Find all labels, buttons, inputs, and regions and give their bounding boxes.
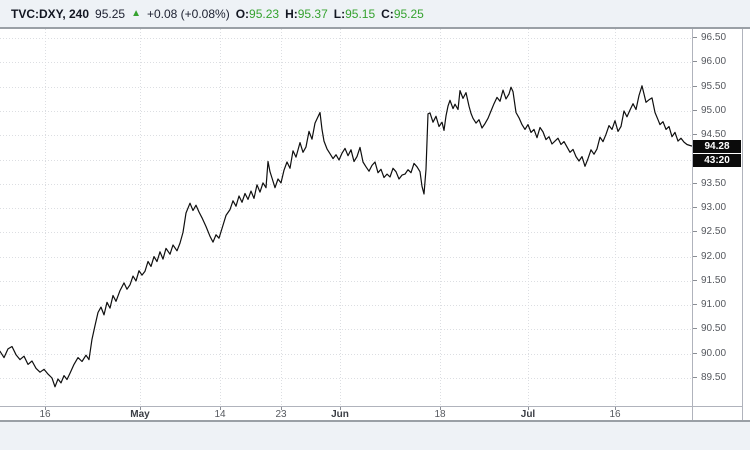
time-tick-mark bbox=[281, 406, 282, 410]
price-axis-label-text: 96.00 bbox=[701, 56, 727, 67]
low-value: 95.15 bbox=[345, 6, 376, 21]
close-label: C: bbox=[381, 6, 394, 21]
time-axis-label: 23 bbox=[275, 409, 287, 420]
price-tick-mark bbox=[693, 207, 697, 208]
low-label: L: bbox=[333, 6, 346, 21]
price-axis-label-text: 93.50 bbox=[701, 178, 727, 189]
price-series-line bbox=[0, 85, 693, 388]
price-tick-mark bbox=[693, 256, 697, 257]
time-tick-mark bbox=[615, 406, 616, 410]
price-tick-mark bbox=[693, 110, 697, 111]
price-line-chart[interactable] bbox=[0, 29, 693, 406]
price-change: +0.08 (+0.08%) bbox=[146, 6, 230, 21]
price-tick-mark bbox=[693, 231, 697, 232]
price-axis-label-text: 91.50 bbox=[701, 275, 727, 286]
price-axis-label-text: 93.00 bbox=[701, 202, 727, 213]
footer-band bbox=[0, 422, 750, 450]
time-axis-label: Jun bbox=[331, 409, 349, 420]
price-axis-label-text: 94.50 bbox=[701, 129, 727, 140]
time-tick-mark bbox=[440, 406, 441, 410]
time-tick-mark bbox=[140, 406, 141, 410]
time-axis-label: May bbox=[130, 409, 150, 420]
bar-countdown-badge: 43:20 bbox=[693, 154, 741, 167]
time-tick-mark bbox=[340, 406, 341, 410]
open-label: O: bbox=[235, 6, 250, 21]
footer-separator-line bbox=[0, 420, 750, 422]
price-axis[interactable]: 94.28 43:20 96.50 96.00 95.50 95.00 94.50 93.… bbox=[693, 29, 742, 406]
price-axis-label-text: 91.00 bbox=[701, 299, 727, 310]
price-axis-label-text: 90.00 bbox=[701, 348, 727, 359]
price-tick-mark bbox=[693, 183, 697, 184]
price-tick-mark bbox=[693, 37, 697, 38]
last-price: 95.25 bbox=[95, 6, 126, 21]
price-up-triangle-icon: ▲ bbox=[131, 7, 141, 19]
price-axis-label-text: 96.50 bbox=[701, 32, 727, 43]
time-axis-label: 18 bbox=[434, 409, 446, 420]
plot-bottom-border bbox=[0, 406, 743, 407]
symbol-and-interval: TVC:DXY, 240 bbox=[11, 6, 90, 21]
price-axis-label-text: 92.50 bbox=[701, 226, 727, 237]
chart-header: TVC:DXY, 240 95.25 ▲ +0.08 (+0.08%) O: 95… bbox=[0, 0, 750, 27]
time-axis-label: 14 bbox=[214, 409, 226, 420]
price-axis-right-border bbox=[742, 29, 743, 420]
price-tick-mark bbox=[693, 134, 697, 135]
time-axis-label: 16 bbox=[39, 409, 51, 420]
price-tick-mark bbox=[693, 86, 697, 87]
price-axis-label-text: 95.00 bbox=[701, 105, 727, 116]
time-axis[interactable]: 16 May 14 23 Jun 18 Jul 16 bbox=[0, 406, 692, 420]
price-tick-mark bbox=[693, 353, 697, 354]
time-axis-label: Jul bbox=[520, 409, 536, 420]
time-tick-mark bbox=[528, 406, 529, 410]
price-tick-mark bbox=[693, 280, 697, 281]
high-label: H: bbox=[285, 6, 298, 21]
last-price-badge: 94.28 bbox=[693, 140, 741, 153]
price-axis-left-border bbox=[692, 29, 693, 420]
time-tick-mark bbox=[45, 406, 46, 410]
chart-plot-area[interactable] bbox=[0, 29, 693, 406]
time-tick-mark bbox=[220, 406, 221, 410]
price-tick-mark bbox=[693, 377, 697, 378]
open-value: 95.23 bbox=[249, 6, 280, 21]
price-axis-label-text: 92.00 bbox=[701, 251, 727, 262]
price-tick-mark bbox=[693, 304, 697, 305]
price-axis-label-text: 89.50 bbox=[701, 372, 727, 383]
price-tick-mark bbox=[693, 61, 697, 62]
high-value: 95.37 bbox=[297, 6, 328, 21]
header-separator-line bbox=[0, 27, 750, 29]
price-axis-label-text: 90.50 bbox=[701, 323, 727, 334]
price-tick-mark bbox=[693, 328, 697, 329]
close-value: 95.25 bbox=[393, 6, 424, 21]
price-axis-label-text: 95.50 bbox=[701, 81, 727, 92]
time-axis-label: 16 bbox=[609, 409, 621, 420]
